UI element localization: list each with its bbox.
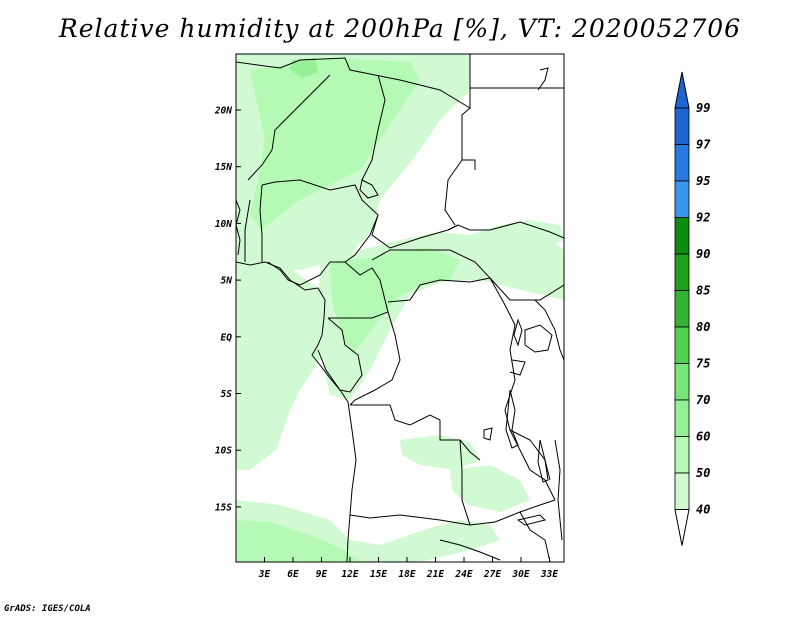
lon-tick-label: 21E [426,569,444,580]
lat-tick-label: 15S [215,502,232,513]
border-drc-congo [349,311,401,406]
shade-central-core [330,248,460,355]
map-title: Relative humidity at 200hPa [%], VT: 202… [58,14,742,43]
lon-tick-label: 12E [341,569,358,580]
border-ghana [244,199,251,262]
border-sudan-ssudan [447,221,564,239]
lake-malawi [537,439,549,483]
lon-tick-label: 6E [287,569,299,580]
coastline-west [236,261,357,562]
colorbar-label: 60 [696,430,710,444]
border-zambia-malawi [509,429,556,501]
lat-tick-label: 15N [215,162,232,173]
shade-southeast-2 [450,465,530,512]
colorbar-segment [674,399,690,437]
lat-tick-label: 5S [221,389,233,400]
shade-south-core [236,520,360,562]
colorbar-label: 85 [696,284,710,298]
border-mozambique [554,439,563,541]
lat-tick-label: 20N [214,106,232,117]
colorbar-segment [674,144,690,182]
lat-tick-label: 5N [221,276,233,287]
country-borders [236,54,564,562]
lon-tick-label: 27E [483,569,501,580]
latitude-axis: 20N 15N 10N 5N EQ 5S 10S 15S [214,106,241,513]
map-frame [235,53,565,563]
colorbar-segment [674,326,690,364]
border-botswana [439,539,501,561]
shade-north-peak [290,58,318,78]
colorbar-segment [674,253,690,291]
longitude-axis: 3E 6E 9E 12E 15E 18E 21E 24E 27E 30E 33E [258,557,558,580]
colorbar-bottom-arrow [674,509,690,546]
border-rwanda [509,359,526,376]
lon-tick-label: 33E [540,569,558,580]
colorbar-segment [674,363,690,401]
colorbar-segment [674,180,690,218]
border-cameroon [328,261,389,319]
lat-tick-label: 10S [215,446,232,457]
red-sea-coast [537,67,549,91]
lake-kariba [516,514,546,526]
lon-tick-label: 24E [454,569,472,580]
lake-mweru [483,427,493,441]
border-zimbabwe [519,511,551,562]
shade-north-core [250,58,420,230]
colorbar-label: 75 [696,357,710,371]
border-niger-chad [361,74,386,181]
grads-credit: GrADS: IGES/COLA [4,604,91,614]
border-uganda-kenya [534,299,564,361]
colorbar-label: 70 [696,393,710,407]
border-sudan-egypt [462,159,476,170]
colorbar-segment [674,290,690,328]
colorbar-segment [674,217,690,255]
colorbar-label: 99 [696,101,710,115]
lon-tick-label: 3E [258,569,271,580]
border-angola-zambia [459,439,471,526]
lon-tick-label: 30E [511,569,529,580]
coastline-northwest [236,199,241,256]
lake-albert [513,318,523,347]
lake-victoria [524,324,553,353]
shade-west-coast [236,258,335,470]
colorbar: 99 97 95 92 90 85 80 75 70 60 50 40 [674,71,711,546]
lake-chad [359,179,379,199]
humidity-shading [236,54,564,562]
colorbar-label: 97 [696,138,711,152]
border-congo-gabon [317,317,363,393]
colorbar-segment [674,436,690,474]
lat-tick-label: EQ [221,332,233,343]
colorbar-segment [674,107,690,145]
lon-tick-label: 15E [370,569,387,580]
colorbar-label: 50 [696,466,710,480]
lake-tanganyika [505,389,519,449]
lat-tick-label: 10N [215,219,232,230]
colorbar-top-arrow [674,71,690,109]
border-algeria-niger [236,57,471,109]
lon-tick-label: 18E [398,569,415,580]
border-drc-angola [350,404,481,461]
border-angola-namibia [349,514,471,526]
colorbar-label: 80 [696,320,710,334]
colorbar-label: 40 [696,503,710,517]
border-benin-togo [259,184,263,262]
border-mali-niger [247,74,331,181]
colorbar-segment [674,472,690,510]
border-ssudan-east [489,277,564,301]
colorbar-label: 90 [696,247,710,261]
colorbar-label: 92 [696,211,710,225]
colorbar-label: 95 [696,174,710,188]
lon-tick-label: 9E [316,569,328,580]
